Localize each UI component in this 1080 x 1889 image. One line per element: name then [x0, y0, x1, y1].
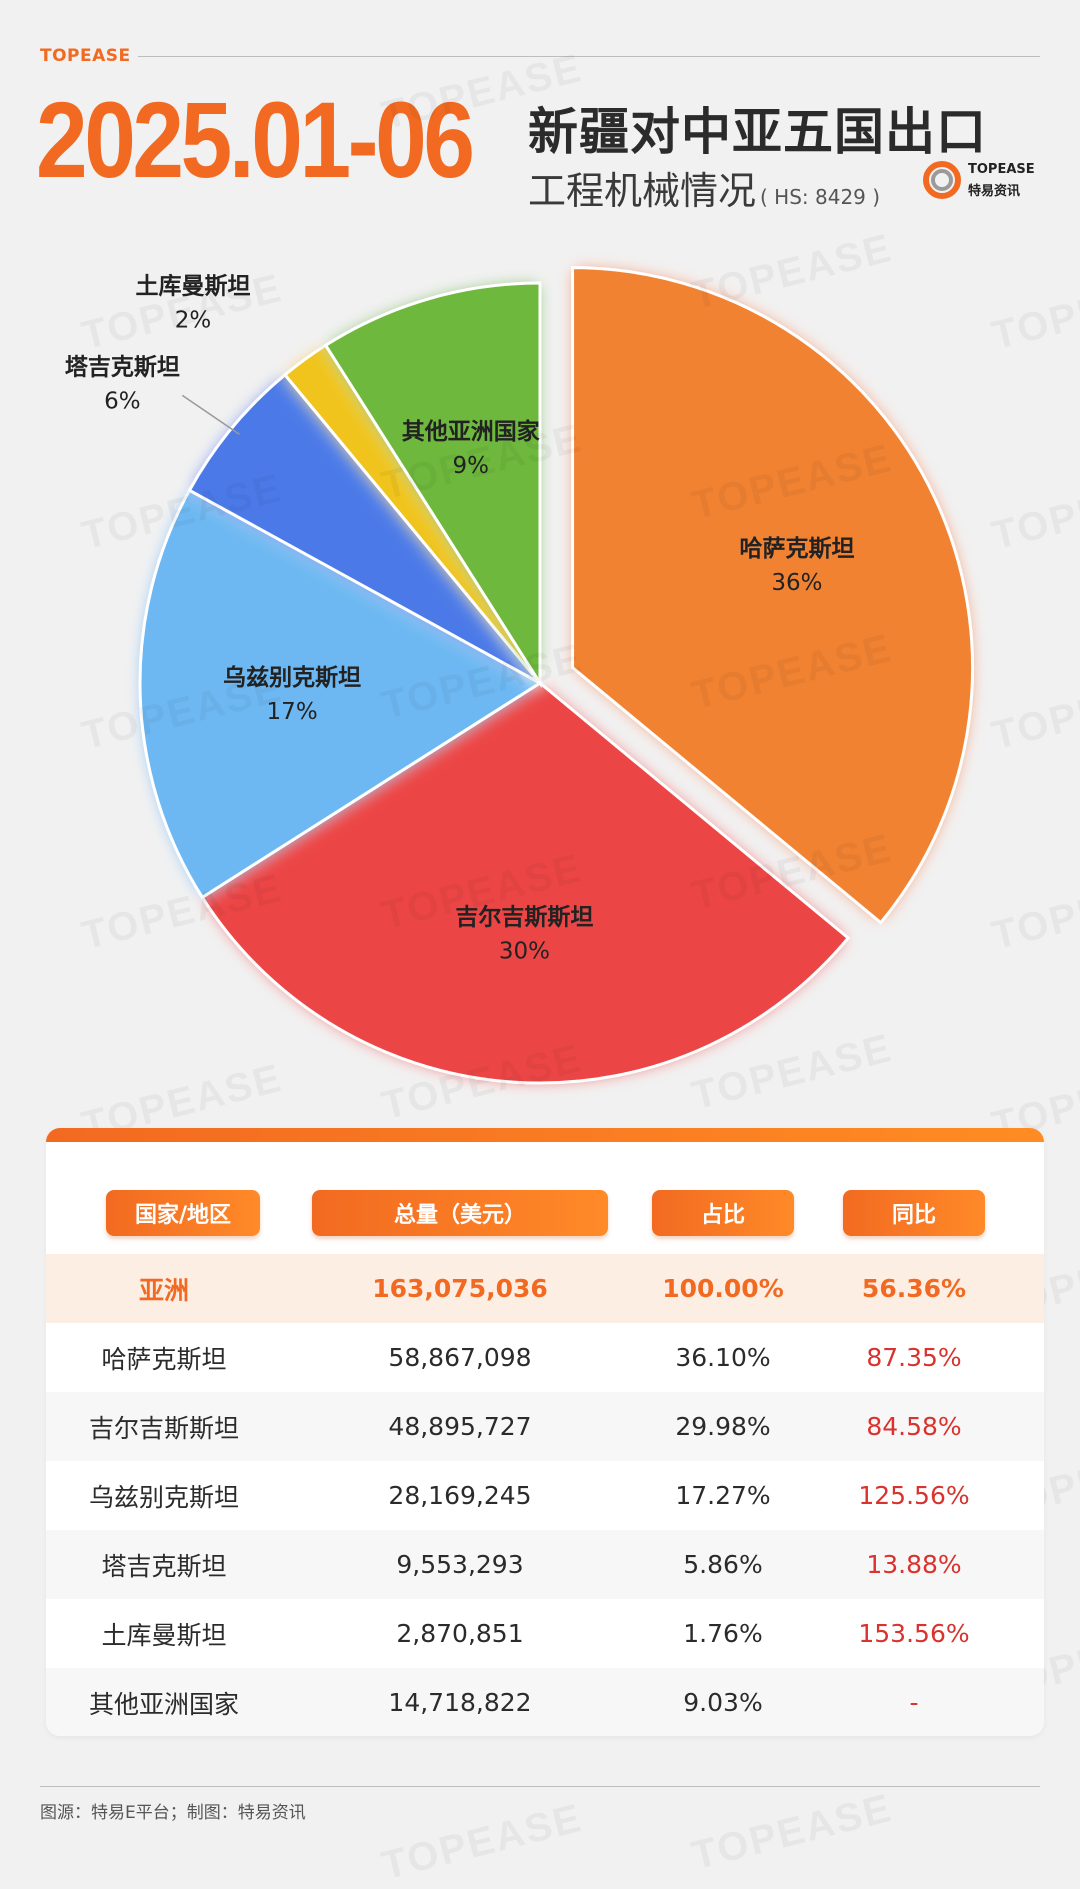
leader-line-3 — [181, 394, 240, 436]
slice-label-3: 塔吉克斯坦 — [65, 353, 180, 380]
cell-yoy: 87.35% — [866, 1343, 962, 1372]
header-total: 总量（美元） — [312, 1190, 608, 1236]
header-divider — [138, 56, 1040, 57]
cell-yoy: 13.88% — [866, 1550, 962, 1579]
page-title: 新疆对中亚五国出口 — [528, 103, 987, 161]
cell-region: 其他亚洲国家 — [88, 1689, 239, 1719]
table-row: 乌兹别克斯坦 28,169,245 17.27% 125.56% — [46, 1461, 1044, 1530]
hs-code: ( HS: 8429 ) — [760, 185, 881, 209]
cell-region: 哈萨克斯坦 — [101, 1344, 227, 1374]
footer-divider — [40, 1786, 1040, 1787]
cell-total: 2,870,851 — [396, 1619, 524, 1648]
table-row: 塔吉克斯坦 9,553,293 5.86% 13.88% — [46, 1530, 1044, 1599]
header-region: 国家/地区 — [106, 1190, 260, 1236]
slice-percent-2: 17% — [267, 699, 318, 725]
page-subtitle: 工程机械情况( HS: 8429 ) — [528, 160, 880, 215]
slice-percent-0: 36% — [771, 570, 822, 596]
table-row: 其他亚洲国家 14,718,822 9.03% - — [46, 1668, 1044, 1736]
logo-subname: 特易资讯 — [968, 184, 1021, 199]
logo-ring-icon — [923, 161, 961, 199]
data-table: 国家/地区 总量（美元） 占比 同比 亚洲 163,075,036 100.00… — [46, 1128, 1044, 1736]
cell-share: 29.98% — [675, 1412, 771, 1441]
cell-share: 1.76% — [683, 1619, 763, 1648]
slice-label-0: 哈萨克斯坦 — [739, 535, 854, 562]
slice-label-1: 吉尔吉斯斯坦 — [455, 904, 593, 931]
cell-share: 17.27% — [675, 1481, 771, 1510]
table-row: 哈萨克斯坦 58,867,098 36.10% 87.35% — [46, 1323, 1044, 1392]
brand-header: TOPEASE — [40, 46, 1040, 66]
brand-text: TOPEASE — [40, 46, 131, 66]
source-footer: 图源：特易E平台；制图：特易资讯 — [40, 1803, 306, 1823]
slice-percent-1: 30% — [499, 939, 550, 965]
subtitle-text: 工程机械情况 — [528, 169, 757, 213]
cell-region: 塔吉克斯坦 — [101, 1551, 227, 1581]
pie-slice-2 — [138, 488, 543, 900]
cell-total: 48,895,727 — [388, 1412, 532, 1441]
slice-label-5: 其他亚洲国家 — [402, 418, 540, 445]
logo-name: TOPEASE — [968, 162, 1035, 177]
cell-total: 58,867,098 — [388, 1343, 532, 1372]
cell-region: 亚洲 — [138, 1275, 189, 1305]
cell-region: 土库曼斯坦 — [101, 1620, 227, 1650]
cell-region: 乌兹别克斯坦 — [88, 1482, 239, 1512]
table-top-bar — [46, 1128, 1044, 1142]
watermark-text: TOPEASE — [378, 1796, 587, 1889]
cell-total: 28,169,245 — [388, 1481, 532, 1510]
slice-label-4: 土库曼斯坦 — [135, 272, 250, 299]
cell-share: 5.86% — [683, 1550, 763, 1579]
slice-percent-5: 9% — [453, 453, 490, 479]
pie-chart-svg: 哈萨克斯坦 36% 吉尔吉斯斯坦 30% 乌兹别克斯坦 17% 塔吉克斯坦 6% 土库曼斯坦 2%… — [65, 266, 975, 1085]
cell-yoy: 125.56% — [858, 1481, 970, 1510]
topease-logo: TOPEASE 特易资讯 — [922, 158, 1052, 202]
pie-slice-5 — [323, 281, 542, 689]
slice-percent-3: 6% — [104, 388, 141, 414]
table-row: 土库曼斯坦 2,870,851 1.76% 153.56% — [46, 1599, 1044, 1668]
table-row: 吉尔吉斯斯坦 48,895,727 29.98% 84.58% — [46, 1392, 1044, 1461]
watermark-text: TOPEASE — [688, 1786, 897, 1879]
header-yoy: 同比 — [843, 1190, 985, 1236]
slice-percent-4: 2% — [175, 307, 212, 333]
pie-chart: 哈萨克斯坦 36% 吉尔吉斯斯坦 30% 乌兹别克斯坦 17% 塔吉克斯坦 6% 土库曼斯坦 2%… — [0, 220, 1080, 1120]
pie-slice-1 — [200, 681, 851, 1085]
pie-slice-0 — [571, 266, 975, 925]
header-share: 占比 — [652, 1190, 794, 1236]
cell-total: 14,718,822 — [388, 1688, 532, 1717]
cell-total: 9,553,293 — [396, 1550, 524, 1579]
cell-share: 36.10% — [675, 1343, 771, 1372]
cell-yoy: 84.58% — [866, 1412, 962, 1441]
table-row-total: 亚洲 163,075,036 100.00% 56.36% — [46, 1254, 1044, 1323]
cell-yoy: 56.36% — [861, 1274, 967, 1303]
cell-total: 163,075,036 — [372, 1274, 548, 1303]
cell-yoy: - — [909, 1688, 919, 1717]
cell-share: 9.03% — [683, 1688, 763, 1717]
pie-slice-3 — [187, 372, 542, 685]
cell-share: 100.00% — [662, 1274, 784, 1303]
slice-label-2: 乌兹别克斯坦 — [223, 664, 361, 691]
headline-date-range: 2025.01-06 — [36, 79, 475, 200]
cell-yoy: 153.56% — [858, 1619, 970, 1648]
cell-region: 吉尔吉斯斯坦 — [88, 1413, 239, 1443]
